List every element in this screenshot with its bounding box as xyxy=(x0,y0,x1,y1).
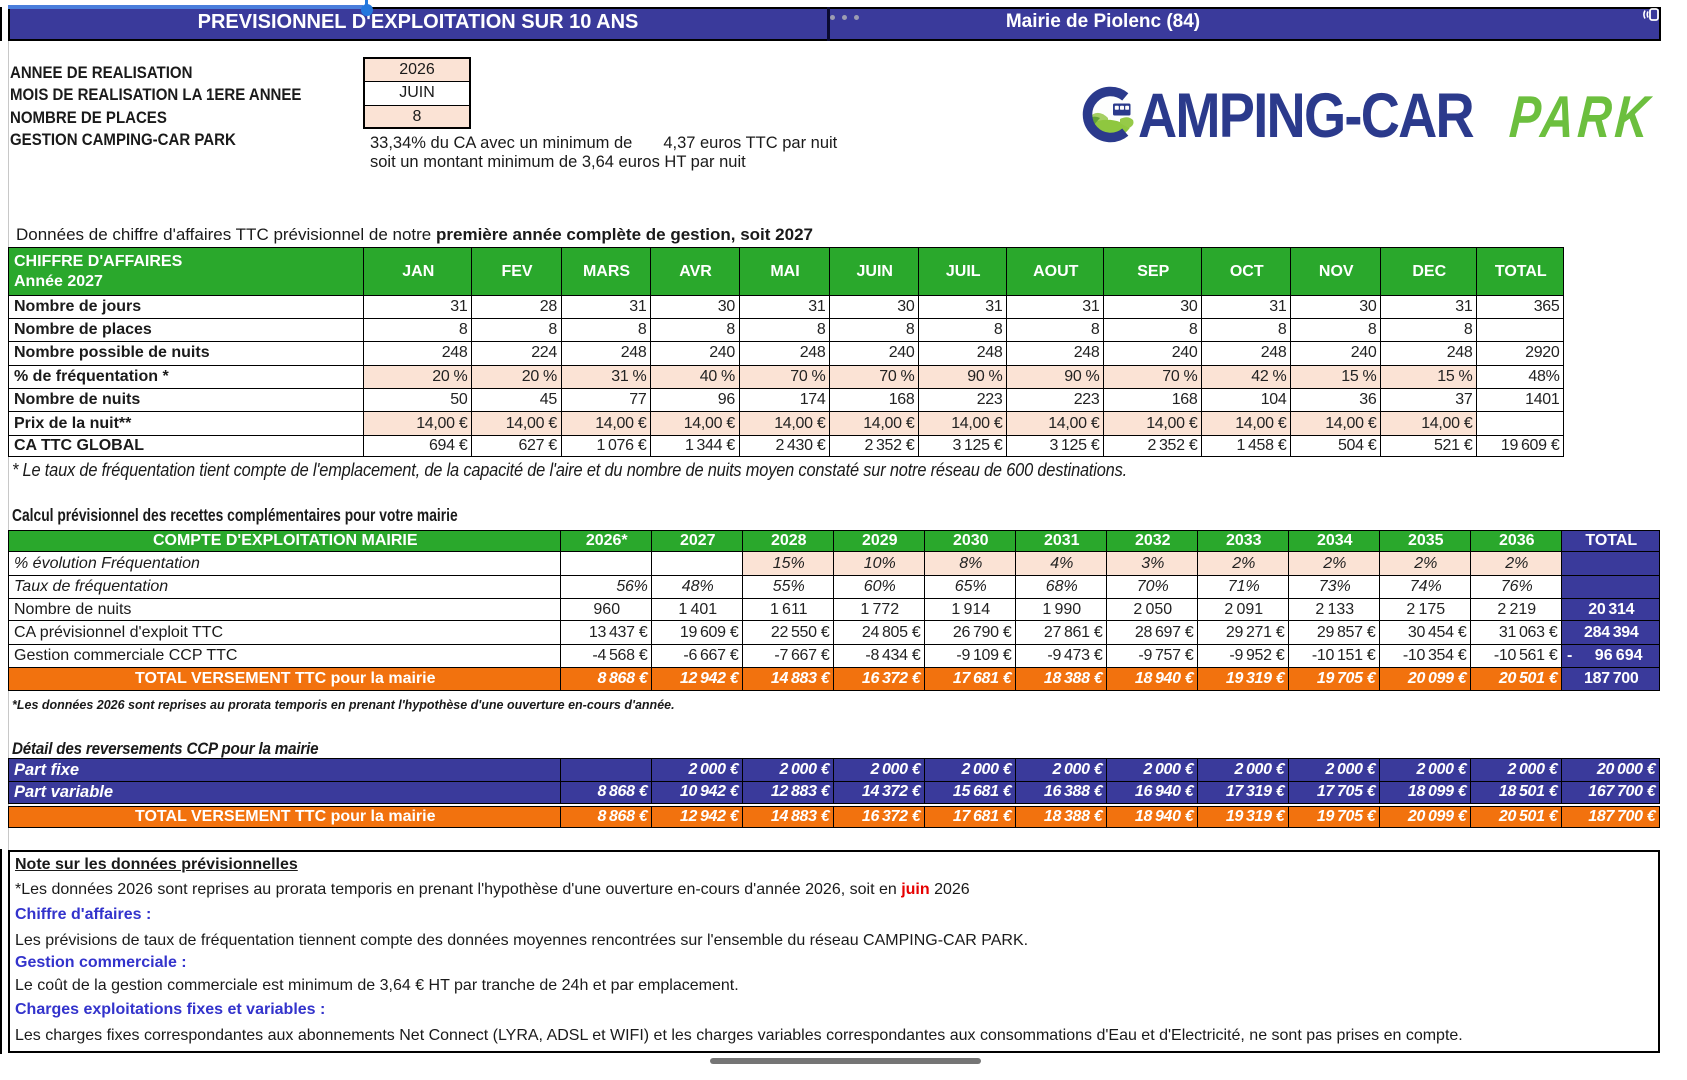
svg-text:PARK: PARK xyxy=(1507,85,1655,150)
svg-text:AMPING-CAR: AMPING-CAR xyxy=(1138,81,1474,150)
